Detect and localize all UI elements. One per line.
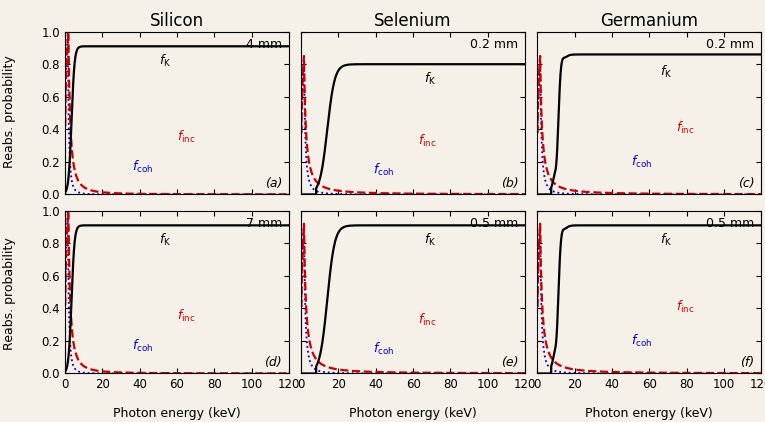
- Text: $f_\mathrm{inc}$: $f_\mathrm{inc}$: [177, 129, 196, 146]
- Title: Selenium: Selenium: [374, 12, 452, 30]
- Text: $f_\mathrm{K}$: $f_\mathrm{K}$: [660, 232, 672, 248]
- Text: Reabs. probability: Reabs. probability: [3, 237, 15, 350]
- Text: Reabs. probability: Reabs. probability: [3, 55, 15, 168]
- Text: $f_\mathrm{coh}$: $f_\mathrm{coh}$: [631, 333, 653, 349]
- Text: $f_\mathrm{coh}$: $f_\mathrm{coh}$: [132, 159, 154, 175]
- Text: $f_\mathrm{K}$: $f_\mathrm{K}$: [660, 64, 672, 80]
- Text: (b): (b): [500, 176, 519, 189]
- Title: Silicon: Silicon: [150, 12, 204, 30]
- Text: $f_\mathrm{coh}$: $f_\mathrm{coh}$: [631, 154, 653, 170]
- Text: (f): (f): [741, 356, 754, 368]
- Text: $f_\mathrm{coh}$: $f_\mathrm{coh}$: [373, 341, 394, 357]
- Text: (d): (d): [265, 356, 282, 368]
- Text: 7 mm: 7 mm: [246, 217, 282, 230]
- Text: $f_\mathrm{K}$: $f_\mathrm{K}$: [159, 232, 171, 248]
- Text: $f_\mathrm{inc}$: $f_\mathrm{inc}$: [418, 311, 436, 328]
- Text: $f_\mathrm{inc}$: $f_\mathrm{inc}$: [676, 299, 695, 315]
- Text: 4 mm: 4 mm: [246, 38, 282, 51]
- Text: (a): (a): [265, 176, 282, 189]
- Text: $f_\mathrm{inc}$: $f_\mathrm{inc}$: [676, 119, 695, 135]
- Text: 0.2 mm: 0.2 mm: [470, 38, 519, 51]
- Text: (c): (c): [737, 176, 754, 189]
- Title: Germanium: Germanium: [601, 12, 698, 30]
- Text: (e): (e): [501, 356, 519, 368]
- Text: Photon energy (keV): Photon energy (keV): [350, 407, 477, 420]
- Text: Photon energy (keV): Photon energy (keV): [585, 407, 713, 420]
- Text: Photon energy (keV): Photon energy (keV): [113, 407, 241, 420]
- Text: 0.2 mm: 0.2 mm: [706, 38, 754, 51]
- Text: $f_\mathrm{coh}$: $f_\mathrm{coh}$: [132, 338, 154, 354]
- Text: $f_\mathrm{K}$: $f_\mathrm{K}$: [159, 53, 171, 69]
- Text: $f_\mathrm{inc}$: $f_\mathrm{inc}$: [418, 133, 436, 149]
- Text: 0.5 mm: 0.5 mm: [470, 217, 519, 230]
- Text: $f_\mathrm{coh}$: $f_\mathrm{coh}$: [373, 162, 394, 178]
- Text: $f_\mathrm{inc}$: $f_\mathrm{inc}$: [177, 308, 196, 325]
- Text: 0.5 mm: 0.5 mm: [706, 217, 754, 230]
- Text: $f_\mathrm{K}$: $f_\mathrm{K}$: [425, 232, 437, 248]
- Text: $f_\mathrm{K}$: $f_\mathrm{K}$: [425, 71, 437, 87]
